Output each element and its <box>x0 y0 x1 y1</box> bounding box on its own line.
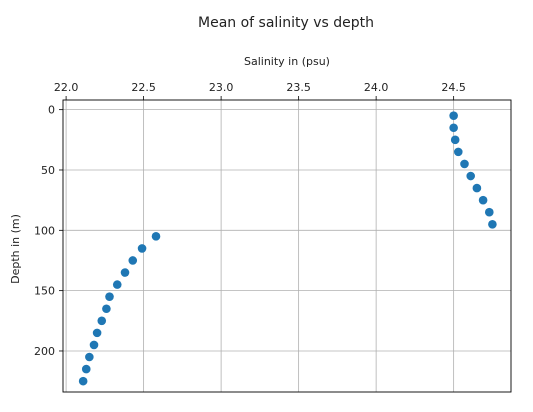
y-tick-label: 150 <box>34 285 55 298</box>
data-point <box>102 304 111 314</box>
x-tick-label: 24.0 <box>364 81 389 94</box>
x-tick-label: 23.5 <box>286 81 311 94</box>
x-tick-label: 23.0 <box>209 81 234 94</box>
x-tick-label: 22.5 <box>131 81 156 94</box>
data-point <box>460 159 469 169</box>
x-tick-label: 22.0 <box>54 81 79 94</box>
ticks-layer: 22.0 22.5 23.0 23.5 24.0 24.5 0 50 100 150 200 <box>34 81 466 358</box>
y-tick-label: 200 <box>34 345 55 358</box>
data-point <box>92 328 102 338</box>
data-point <box>78 376 88 386</box>
x-axis-label: Salinity in (psu) <box>244 55 330 68</box>
data-point <box>151 232 161 241</box>
data-point <box>120 268 130 277</box>
grid-layer <box>63 100 511 392</box>
plot-frame <box>62 99 512 393</box>
data-point <box>453 147 463 157</box>
chart-title: Mean of salinity vs depth <box>198 15 374 31</box>
data-point <box>449 123 458 133</box>
y-axis-label: Depth in (m) <box>9 214 22 284</box>
data-point <box>89 340 99 350</box>
data-point <box>449 111 458 120</box>
data-point <box>85 352 94 362</box>
data-point <box>137 244 147 253</box>
data-point <box>472 183 482 193</box>
data-point <box>450 135 460 145</box>
data-point <box>81 364 91 374</box>
data-point <box>105 292 114 301</box>
data-point <box>97 316 107 326</box>
data-point <box>466 171 475 181</box>
y-tick-label: 0 <box>48 104 55 117</box>
data-point <box>478 195 488 205</box>
data-points <box>78 111 497 386</box>
y-tick-label: 50 <box>41 164 55 177</box>
data-point <box>128 256 138 265</box>
data-point <box>488 219 497 229</box>
data-point <box>112 280 122 289</box>
x-tick-label: 24.5 <box>441 81 466 94</box>
y-tick-label: 100 <box>34 224 55 237</box>
data-point <box>484 207 494 217</box>
